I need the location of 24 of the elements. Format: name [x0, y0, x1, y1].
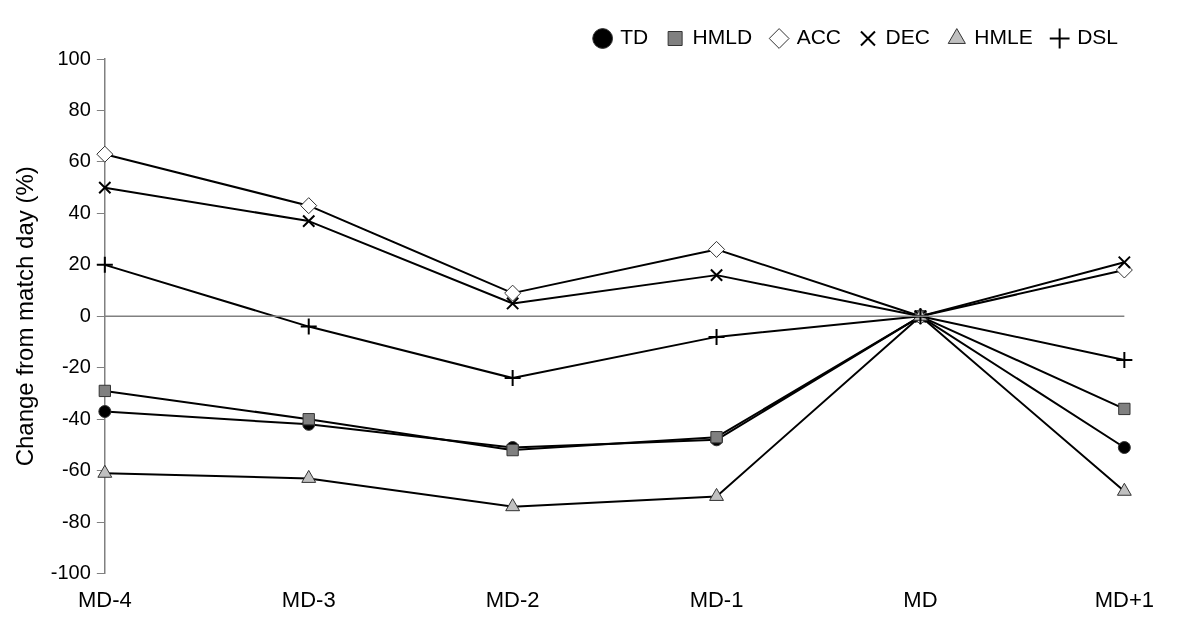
y-tick-label: -60	[61, 458, 91, 481]
x-tick-label: MD-1	[689, 586, 744, 612]
y-tick-label: 100	[57, 46, 91, 69]
y-tick-label: -100	[50, 561, 91, 584]
y-tick-label: 60	[68, 149, 91, 172]
legend-label: DEC	[885, 25, 930, 49]
legend-label: HMLD	[692, 25, 753, 49]
x-tick-label: MD-4	[77, 586, 132, 612]
y-tick-label: 0	[79, 303, 91, 326]
y-tick-label: -40	[61, 406, 91, 429]
y-axis-title: Change from match day (%)	[11, 166, 39, 467]
legend-label: DSL	[1077, 25, 1119, 49]
legend-label: TD	[620, 25, 649, 49]
y-tick-label: 20	[68, 252, 91, 275]
legend-label: HMLE	[974, 25, 1033, 49]
y-tick-label: -80	[61, 509, 91, 532]
y-tick-label: 40	[68, 200, 91, 223]
x-tick-label: MD-2	[485, 586, 540, 612]
y-tick-label: 80	[68, 97, 91, 120]
y-tick-label: -20	[61, 355, 91, 378]
legend-label: ACC	[796, 25, 841, 49]
x-tick-label: MD+1	[1094, 586, 1154, 612]
x-tick-label: MD-3	[281, 586, 336, 612]
x-tick-label: MD	[903, 586, 938, 612]
